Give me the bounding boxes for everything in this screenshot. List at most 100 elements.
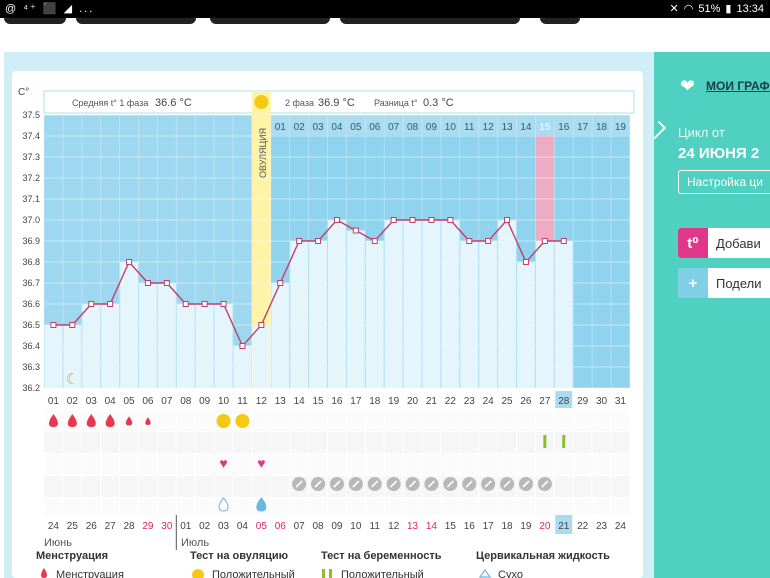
symbol-cell[interactable] [82, 498, 101, 519]
symbol-cell[interactable] [101, 498, 120, 519]
symbol-cell[interactable] [422, 432, 441, 453]
temperature-point[interactable] [522, 259, 529, 265]
symbol-cell[interactable] [498, 498, 516, 519]
symbol-cell[interactable] [271, 410, 290, 431]
symbol-cell[interactable] [611, 498, 630, 519]
symbol-cell[interactable] [517, 454, 535, 475]
symbol-cell[interactable] [214, 476, 233, 497]
symbol-cell[interactable] [120, 432, 138, 453]
symbol-cell[interactable] [139, 454, 157, 475]
symbol-cell[interactable] [44, 476, 63, 497]
cervical-drop-icon[interactable] [256, 497, 267, 512]
menstruation-drop-icon[interactable] [67, 414, 77, 427]
symbol-cell[interactable] [309, 410, 327, 431]
symbol-cell[interactable] [384, 498, 403, 519]
symbol-cell[interactable] [592, 476, 611, 497]
symbol-cell[interactable] [63, 498, 82, 519]
symbol-cell[interactable] [554, 454, 573, 475]
symbol-cell[interactable] [157, 410, 176, 431]
symbol-cell[interactable] [384, 410, 403, 431]
symbol-cell[interactable] [554, 498, 573, 519]
symbol-cell[interactable] [422, 454, 441, 475]
symbol-cell[interactable] [365, 454, 384, 475]
symbol-cell[interactable] [441, 410, 460, 431]
temperature-point[interactable] [447, 217, 454, 223]
symbol-cell[interactable] [120, 476, 138, 497]
symbol-cell[interactable] [63, 454, 82, 475]
symbol-cell[interactable] [252, 432, 271, 453]
symbol-cell[interactable] [328, 410, 346, 431]
symbol-cell[interactable] [290, 432, 309, 453]
symbol-cell[interactable] [195, 498, 214, 519]
share-button[interactable]: + Подели [678, 268, 770, 298]
symbol-cell[interactable] [195, 432, 214, 453]
menstruation-drop-icon[interactable] [125, 416, 133, 426]
symbol-cell[interactable] [441, 454, 460, 475]
temperature-point[interactable] [277, 280, 284, 286]
temperature-point[interactable] [201, 301, 208, 307]
symbol-cell[interactable] [101, 432, 120, 453]
symbol-cell[interactable] [403, 432, 422, 453]
symbol-cell[interactable] [252, 476, 271, 497]
symbol-cell[interactable] [309, 454, 327, 475]
symbol-cell[interactable] [592, 498, 611, 519]
symbol-cell[interactable] [176, 410, 195, 431]
temperature-point[interactable] [541, 238, 548, 244]
symbol-cell[interactable] [592, 454, 611, 475]
symbol-cell[interactable] [44, 498, 63, 519]
cycle-settings-button[interactable]: Настройка ци [678, 170, 770, 194]
symbol-cell[interactable] [441, 432, 460, 453]
symbol-cell[interactable] [460, 454, 479, 475]
symbol-cell[interactable] [309, 432, 327, 453]
temperature-point[interactable] [220, 301, 227, 307]
temperature-point[interactable] [409, 217, 416, 223]
symbol-cell[interactable] [479, 454, 498, 475]
symbol-cell[interactable] [214, 432, 233, 453]
symbol-cell[interactable] [176, 432, 195, 453]
symbol-cell[interactable] [346, 432, 365, 453]
symbol-cell[interactable] [517, 432, 535, 453]
symbol-cell[interactable] [309, 498, 327, 519]
symbol-cell[interactable] [365, 498, 384, 519]
menstruation-drop-icon[interactable] [145, 417, 151, 425]
symbol-cell[interactable] [63, 432, 82, 453]
symbol-cell[interactable] [271, 432, 290, 453]
symbol-cell[interactable] [346, 454, 365, 475]
temperature-point[interactable] [296, 238, 303, 244]
symbol-cell[interactable] [384, 454, 403, 475]
symbol-cell[interactable] [346, 410, 365, 431]
temperature-point[interactable] [258, 322, 265, 328]
pregnancy-test-icon[interactable] [562, 435, 566, 448]
symbol-cell[interactable] [252, 454, 271, 475]
symbol-cell[interactable] [517, 498, 535, 519]
symbol-cell[interactable] [573, 432, 592, 453]
temperature-point[interactable] [126, 259, 133, 265]
temperature-point[interactable] [560, 238, 567, 244]
my-charts-link[interactable]: МОИ ГРАФ [706, 79, 770, 93]
temperature-point[interactable] [88, 301, 95, 307]
menstruation-drop-icon[interactable] [105, 414, 115, 427]
temperature-point[interactable] [239, 343, 246, 349]
temperature-point[interactable] [485, 238, 492, 244]
symbol-cell[interactable] [498, 410, 516, 431]
symbol-cell[interactable] [403, 410, 422, 431]
symbol-cell[interactable] [271, 498, 290, 519]
symbol-cell[interactable] [460, 498, 479, 519]
symbol-cell[interactable] [535, 454, 554, 475]
symbol-cell[interactable] [290, 498, 309, 519]
symbol-cell[interactable] [592, 432, 611, 453]
symbol-cell[interactable] [120, 454, 138, 475]
ovulation-test-icon[interactable] [216, 414, 231, 428]
symbol-cell[interactable] [535, 410, 554, 431]
temperature-point[interactable] [69, 322, 76, 328]
symbol-cell[interactable] [403, 498, 422, 519]
symbol-cell[interactable] [422, 498, 441, 519]
symbol-cell[interactable] [139, 476, 157, 497]
symbol-cell[interactable] [233, 498, 252, 519]
symbol-cell[interactable] [176, 476, 195, 497]
symbol-cell[interactable] [498, 432, 516, 453]
symbol-cell[interactable] [82, 432, 101, 453]
temperature-point[interactable] [107, 301, 114, 307]
ovulation-test-icon[interactable] [235, 414, 250, 428]
symbol-cell[interactable] [535, 498, 554, 519]
